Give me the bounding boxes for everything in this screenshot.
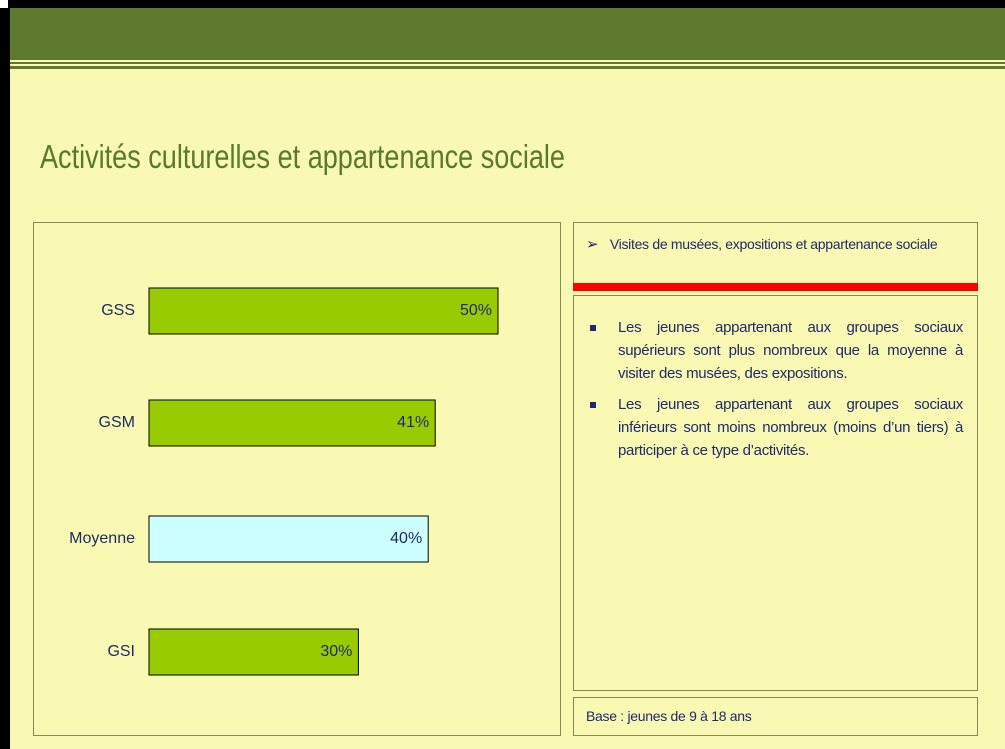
header-band bbox=[10, 8, 1005, 60]
bullet-item: Les jeunes appartenant aux groupes socia… bbox=[588, 316, 963, 385]
category-label: Moyenne bbox=[69, 530, 135, 547]
bullet-marker bbox=[590, 402, 596, 408]
value-label: 50% bbox=[460, 302, 492, 319]
value-label: 41% bbox=[397, 414, 429, 431]
bar bbox=[148, 515, 429, 563]
category-label: GSI bbox=[107, 643, 135, 660]
top-border bbox=[0, 0, 1005, 8]
panel-heading-box: ➢ Visites de musées, expositions et appa… bbox=[573, 222, 978, 284]
header-line bbox=[10, 66, 1005, 69]
category-label: GSS bbox=[101, 302, 135, 319]
category-label: GSM bbox=[99, 414, 135, 431]
panel-heading: Visites de musées, expositions et appart… bbox=[609, 236, 938, 252]
panel-body: Les jeunes appartenant aux groupes socia… bbox=[573, 295, 978, 691]
corner bbox=[0, 0, 8, 8]
bar bbox=[148, 628, 359, 676]
bullet-text: Les jeunes appartenant aux groupes socia… bbox=[618, 396, 963, 459]
red-rule bbox=[573, 283, 978, 291]
header-line bbox=[10, 62, 1005, 64]
bullet-item: Les jeunes appartenant aux groupes socia… bbox=[588, 393, 963, 462]
slide-title: Activités culturelles et appartenance so… bbox=[40, 138, 565, 175]
bar bbox=[148, 287, 499, 335]
arrow-icon: ➢ bbox=[586, 236, 610, 253]
chart-panel: GSS 50% GSM 41% Moyenne 40% GSI 30% bbox=[33, 222, 561, 736]
bar bbox=[148, 399, 436, 447]
bullet-list: Les jeunes appartenant aux groupes socia… bbox=[588, 316, 963, 462]
value-label: 40% bbox=[390, 530, 422, 547]
bullet-text: Les jeunes appartenant aux groupes socia… bbox=[618, 319, 963, 382]
chart: GSS 50% GSM 41% Moyenne 40% GSI 30% bbox=[69, 287, 499, 676]
value-label: 30% bbox=[320, 643, 352, 660]
left-border bbox=[0, 0, 10, 749]
bullet-marker bbox=[590, 325, 596, 331]
panel-footer: Base : jeunes de 9 à 18 ans bbox=[573, 697, 978, 736]
